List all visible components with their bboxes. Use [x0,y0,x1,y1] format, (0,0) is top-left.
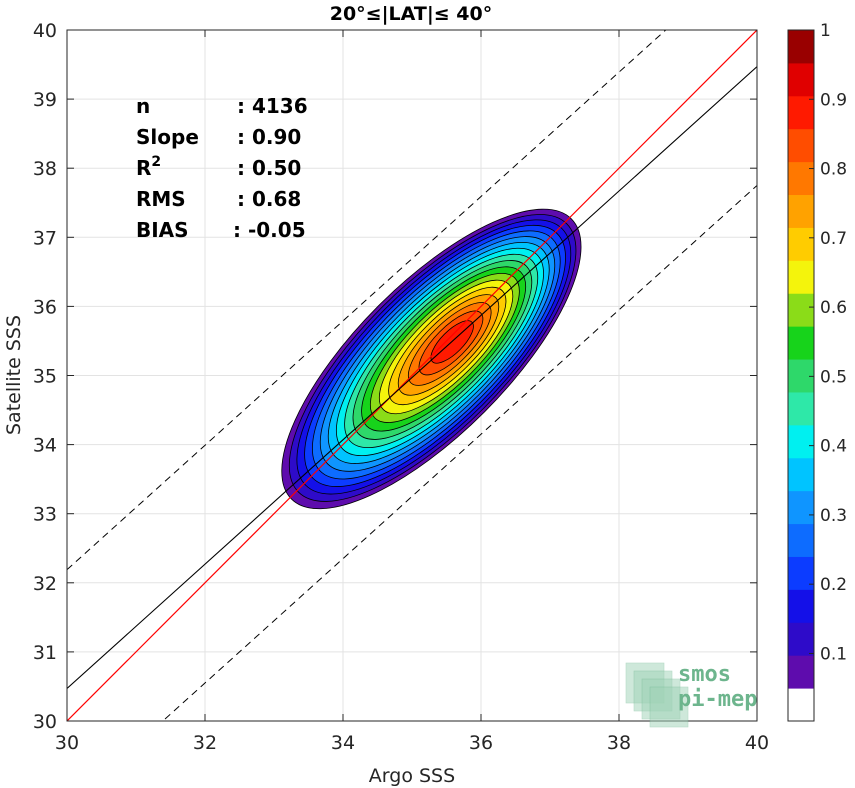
colorbar-tick-label: 0.6 [820,298,847,318]
y-tick-label: 40 [33,20,57,42]
lower-bound-line [162,185,757,721]
x-tick-label: 32 [193,732,217,754]
colorbar-swatch [788,62,814,97]
colorbar-tick-label: 0.5 [820,367,847,387]
reference-lines [67,30,757,721]
stat-label: RMS [136,187,186,211]
colorbar-tick-label: 0.8 [820,160,847,180]
colorbar-swatch [788,227,814,261]
colorbar-swatch [788,161,814,196]
y-tick-label: 33 [33,504,57,526]
logo-text: pi-mep [678,687,757,712]
y-tick-label: 30 [33,711,57,733]
colorbar-swatch [788,556,814,590]
colorbar-swatch [788,326,814,360]
colorbar-swatch [788,30,814,64]
colorbar-swatch [788,128,814,163]
colorbar-swatch [788,589,814,623]
y-tick-label: 36 [33,296,57,318]
x-tick-label: 30 [55,732,79,754]
y-axis-label: Satellite SSS [3,315,25,435]
colorbar-tick-label: 0.7 [820,229,847,249]
stat-label: Slope [136,125,199,149]
colorbar-swatch [788,391,814,426]
colorbar-swatch [788,359,814,393]
x-tick-label: 38 [607,732,631,754]
x-axis-label: Argo SSS [369,765,455,787]
colorbar-swatch [788,194,814,228]
stat-value: : 0.90 [237,125,301,149]
identity-line [67,30,757,721]
colorbar-swatch [788,490,814,525]
colorbar-swatch [788,655,814,689]
x-tick-label: 34 [331,732,355,754]
x-tick-label: 36 [469,732,493,754]
y-tick-label: 35 [33,366,57,388]
y-tick-label: 32 [33,573,57,595]
stat-value: : 4136 [237,94,308,118]
colorbar: 0.1 0.2 0.3 0.4 0.5 0.6 0.7 0.8 0.9 1 [787,21,847,722]
colorbar-tick-label: 0.9 [820,90,847,110]
colorbar-tick-label: 0.3 [820,506,847,526]
plot-area: 30 32 34 36 38 40 30 31 32 33 34 35 36 37 38 39 40 [33,20,769,754]
colorbar-swatch [788,622,814,656]
fit-line [67,66,757,689]
colorbar-swatch [788,424,814,459]
stat-value: : -0.05 [233,218,306,242]
colorbar-tick-label: 0.1 [820,644,847,664]
y-tick-label: 31 [33,642,57,664]
stat-value: : 0.68 [237,187,301,211]
colorbar-swatch [788,523,814,557]
colorbar-frame [787,29,815,722]
y-tick-label: 37 [33,227,57,249]
colorbar-tick-label: 0.4 [820,437,847,457]
stat-label: BIAS [136,218,189,242]
chart-title: 20°≤|LAT|≤ 40° [330,3,493,25]
colorbar-swatch [788,95,814,130]
stat-value: : 0.50 [237,156,301,180]
y-tick-label: 34 [33,435,57,457]
stat-label: n [136,94,150,118]
colorbar-swatch [788,260,814,294]
colorbar-swatch [788,293,814,327]
stat-superscript: 2 [151,154,161,170]
upper-bound-line [67,30,667,571]
y-tick-label: 38 [33,158,57,180]
y-tick-label: 39 [33,89,57,111]
x-tick-label: 40 [745,732,769,754]
colorbar-swatch [788,688,814,722]
logo-text: smos [678,662,731,687]
colorbar-tick-label: 1 [820,21,831,41]
logo-layer [649,686,689,728]
colorbar-tick-label: 0.2 [820,575,847,595]
colorbar-swatch [788,457,814,492]
